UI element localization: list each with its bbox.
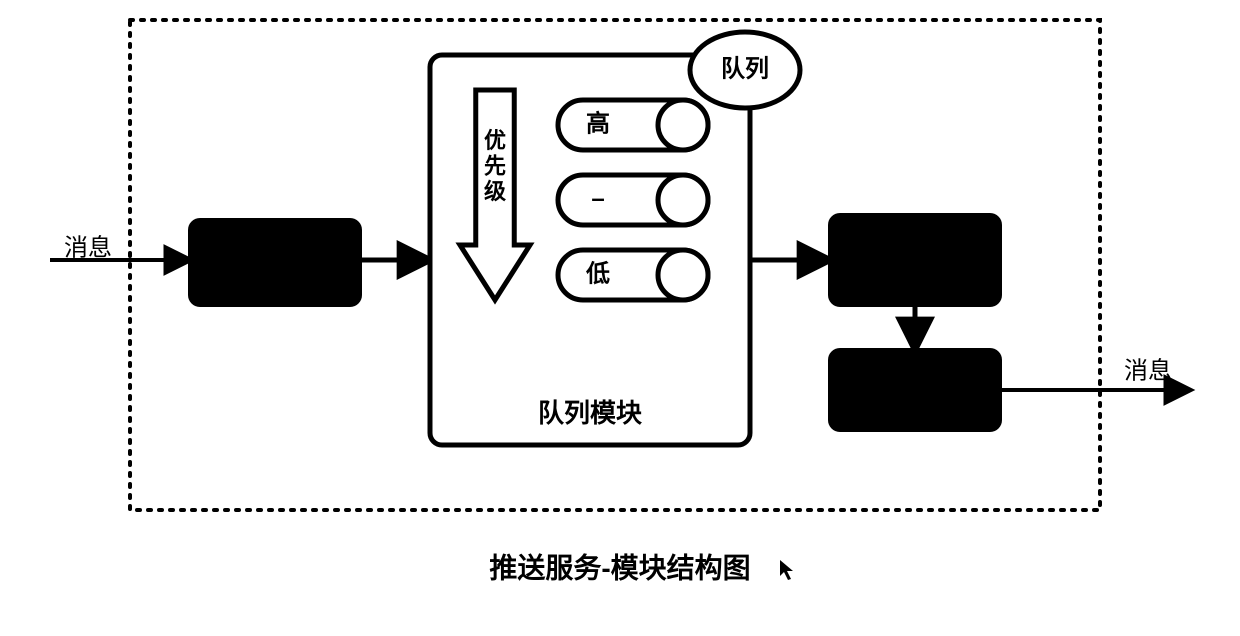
pill-mid-knob [658,175,708,225]
priority-arrow-label: 优先级 [484,128,506,204]
left-block-node [190,220,360,305]
right-bottom-node [830,350,1000,430]
msg-out-label: 消息 [1124,357,1172,384]
diagram-title: 推送服务-模块结构图 [489,552,750,583]
right-top-node [830,215,1000,305]
diagram-canvas: 队列模块优先级高–低队列消息消息推送服务-模块结构图 [0,0,1240,636]
pill-high-knob [658,100,708,150]
msg-in-label: 消息 [64,234,112,261]
cursor-icon [780,560,793,580]
pill-mid-label: – [591,185,604,212]
pill-low-label: 低 [585,260,610,287]
pill-high-label: 高 [586,109,610,137]
queue-module-label: 队列模块 [538,398,642,428]
pill-low-knob [658,250,708,300]
queue-bubble-label: 队列 [721,55,769,82]
